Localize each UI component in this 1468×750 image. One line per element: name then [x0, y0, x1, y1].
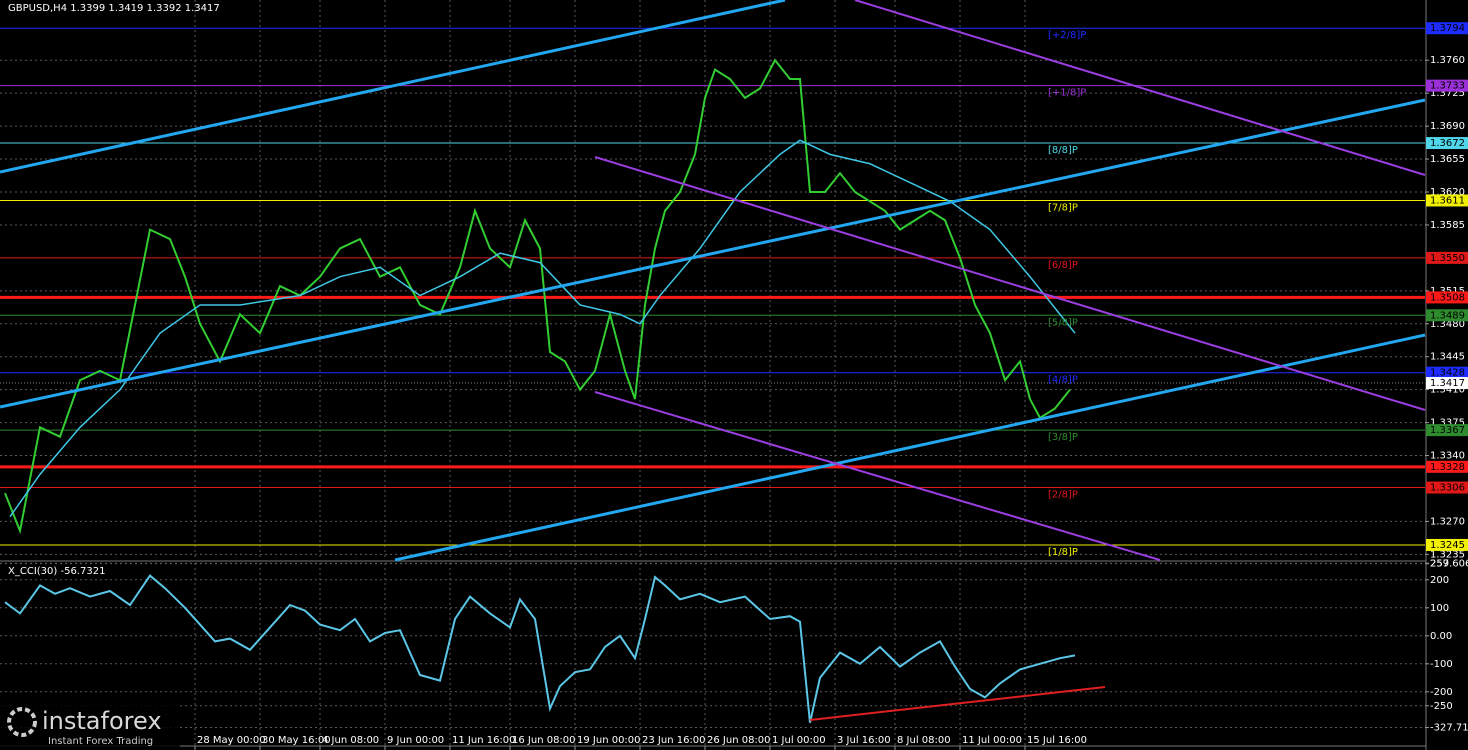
murray-label: [6/8]P: [1048, 260, 1078, 271]
price-box-label: 1.3328: [1430, 462, 1465, 473]
price-box-label: 1.3550: [1430, 253, 1465, 264]
panel-title: X_CCI(30) -56.7321: [8, 566, 105, 577]
divergence-line: [809, 686, 1106, 721]
channel-line: [0, 98, 1426, 409]
y-tick-label: 1.3410: [1430, 385, 1465, 396]
price-box: [1426, 309, 1468, 322]
x-tick-label: 23 Jun 16:00: [642, 735, 706, 746]
price-box: [1426, 137, 1468, 150]
channel-line: [854, 0, 1426, 176]
y-tick-label: 1.3515: [1430, 286, 1465, 297]
tagline: Instant Forex Trading: [48, 736, 153, 747]
x-tick-label: 1 Jul 00:00: [772, 735, 826, 746]
price-box-label: 1.3508: [1430, 292, 1465, 303]
x-tick-label: 9 Jun 00:00: [387, 735, 444, 746]
y-tick-label: 1.3270: [1430, 516, 1465, 527]
x-tick-label: 11 Jun 16:00: [452, 735, 516, 746]
murray-label: [4/8]P: [1048, 375, 1078, 386]
y-tick-label: 257.6065: [1430, 559, 1468, 570]
price-box: [1426, 79, 1468, 92]
y-tick-label: 1.3760: [1430, 55, 1465, 66]
price-box: [1426, 424, 1468, 437]
price-box: [1426, 460, 1468, 473]
channel-line: [0, 0, 786, 174]
price-box-label: 1.3428: [1430, 368, 1465, 379]
murray-label: [2/8]P: [1048, 490, 1078, 501]
price-box: [1426, 538, 1468, 551]
price-box: [1426, 251, 1468, 264]
x-tick-label: 16 Jun 08:00: [512, 735, 576, 746]
murray-label: [+2/8]P: [1048, 30, 1086, 41]
murray-label: [1/8]P: [1048, 547, 1078, 558]
price-box: [1426, 291, 1468, 304]
price-box: [1426, 481, 1468, 494]
y-tick-label: -327.719: [1430, 723, 1468, 734]
price-box-label: 1.3733: [1430, 81, 1465, 92]
x-tick-label: 15 Jul 16:00: [1027, 735, 1087, 746]
price-box: [1426, 377, 1468, 390]
y-tick-label: 1.3690: [1430, 121, 1465, 132]
y-tick-label: 1.3620: [1430, 187, 1465, 198]
series-line: [9, 139, 1076, 518]
watermark-box: [0, 704, 180, 750]
channel-line: [394, 333, 1426, 562]
price-box-label: 1.3489: [1430, 310, 1465, 321]
x-tick-label: 11 Jul 00:00: [962, 735, 1022, 746]
channel-line: [594, 156, 1426, 411]
y-tick-label: 1.3445: [1430, 352, 1465, 363]
x-tick-label: 26 Jun 08:00: [707, 735, 771, 746]
price-box-label: 1.3611: [1430, 195, 1465, 206]
x-tick-label: 28 May 00:00: [197, 735, 266, 746]
murray-label: [3/8]P: [1048, 432, 1078, 443]
price-box: [1426, 194, 1468, 207]
price-box-label: 1.3672: [1430, 138, 1465, 149]
y-tick-label: 259: [1430, 558, 1449, 569]
x-tick-label: 19 Jun 00:00: [577, 735, 641, 746]
watermark: instaforex Instant Forex Trading: [0, 704, 180, 750]
regression-lines: [594, 0, 1426, 561]
x-tick-label: 8 Jul 08:00: [897, 735, 951, 746]
series-line: [4, 574, 1076, 723]
y-tick-label: 200: [1430, 575, 1449, 586]
y-tick-label: 1.3375: [1430, 418, 1465, 429]
channel-lines: [0, 0, 1426, 562]
murray-label: [5/8]P: [1048, 317, 1078, 328]
price-box-label: 1.3245: [1430, 540, 1465, 551]
murray-label: [8/8]P: [1048, 145, 1078, 156]
murray-label: [+1/8]P: [1048, 88, 1086, 99]
price-box: [1426, 22, 1468, 35]
price-box-label: 1.3306: [1430, 483, 1465, 494]
y-tick-label: 1.3480: [1430, 319, 1465, 330]
y-tick-label: 1.3725: [1430, 88, 1465, 99]
y-tick-label: 1.3235: [1430, 549, 1465, 560]
y-tick-label: -100: [1430, 659, 1453, 670]
y-tick-label: 100: [1430, 603, 1449, 614]
x-tick-label: 30 May 16:00: [262, 735, 331, 746]
logo: [7, 707, 37, 737]
x-tick-label: 4 Jun 08:00: [322, 735, 379, 746]
y-tick-label: -250: [1430, 701, 1453, 712]
price-box: [1426, 366, 1468, 379]
panel-title: GBPUSD,H4 1.3399 1.3419 1.3392 1.3417: [8, 3, 220, 14]
y-tick-label: 1.3585: [1430, 220, 1465, 231]
price-box-label: 1.3794: [1430, 23, 1465, 34]
y-tick-label: 0.00: [1430, 631, 1452, 642]
brand: instaforex: [42, 707, 162, 735]
y-tick-label: 1.3340: [1430, 451, 1465, 462]
y-tick-label: -200: [1430, 687, 1453, 698]
y-tick-label: 1.3655: [1430, 154, 1465, 165]
x-tick-label: 3 Jul 16:00: [837, 735, 891, 746]
series-line: [4, 58, 1071, 535]
price-box-label: 1.3367: [1430, 425, 1465, 436]
murray-label: [7/8]P: [1048, 202, 1078, 213]
current-price-label: 1.3417: [1430, 378, 1465, 389]
channel-line: [594, 391, 1161, 561]
